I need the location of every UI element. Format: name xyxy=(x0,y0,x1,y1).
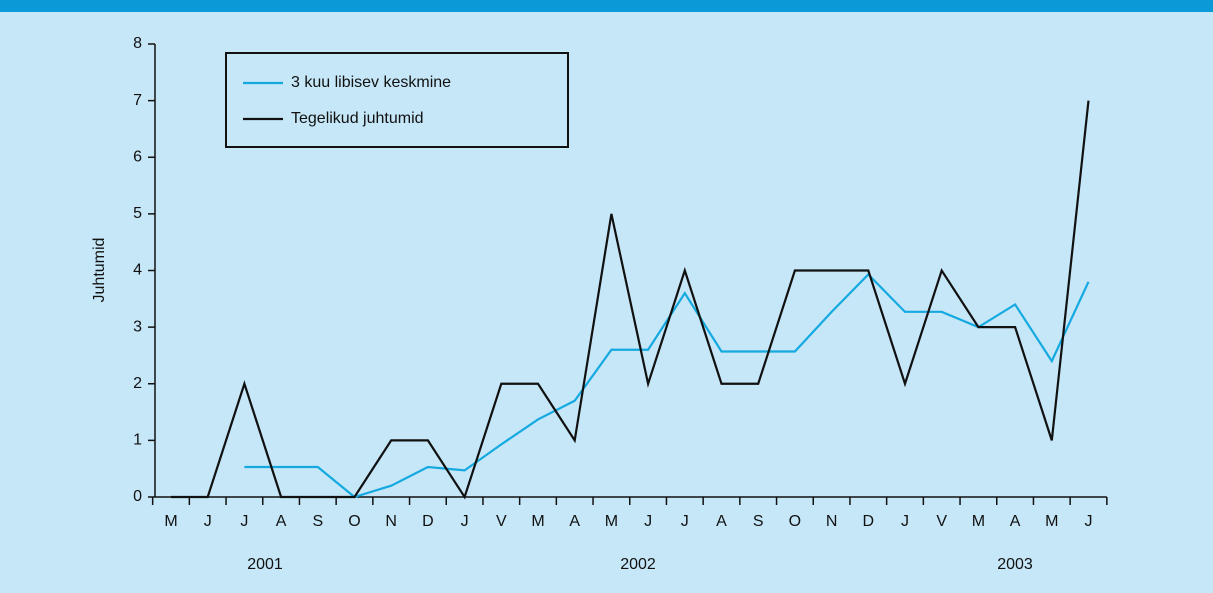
series-line xyxy=(244,272,1090,499)
x-tick-label: N xyxy=(385,513,397,530)
x-tick-label: A xyxy=(276,513,287,530)
x-tick-label: A xyxy=(716,513,727,530)
x-tick-label: J xyxy=(644,513,652,530)
x-tick-label: J xyxy=(240,513,248,530)
x-tick-label: V xyxy=(936,513,947,530)
x-tick-label: J xyxy=(204,513,212,530)
series-line xyxy=(171,100,1090,500)
x-tick-label: M xyxy=(605,513,618,530)
y-tick-label: 4 xyxy=(133,262,142,279)
x-tick-label: J xyxy=(901,513,909,530)
x-tick-label: M xyxy=(164,513,177,530)
year-label: 2003 xyxy=(997,556,1033,573)
x-tick-label: N xyxy=(826,513,838,530)
x-tick-label: O xyxy=(789,513,801,530)
x-tick-label: D xyxy=(422,513,434,530)
legend-label: Tegelikud juhtumid xyxy=(291,110,424,127)
y-tick-label: 7 xyxy=(133,92,142,109)
x-tick-label: A xyxy=(1010,513,1021,530)
year-label: 2002 xyxy=(620,556,656,573)
x-tick-label: M xyxy=(531,513,544,530)
y-tick-label: 0 xyxy=(133,488,142,505)
x-tick-label: S xyxy=(312,513,323,530)
x-tick-label: J xyxy=(681,513,689,530)
x-tick-label: J xyxy=(1085,513,1093,530)
x-tick-label: J xyxy=(461,513,469,530)
y-tick-label: 6 xyxy=(133,148,142,165)
x-tick-label: S xyxy=(753,513,764,530)
y-tick-label: 1 xyxy=(133,432,142,449)
legend-label: 3 kuu libisev keskmine xyxy=(291,74,451,91)
x-tick-label: M xyxy=(1045,513,1058,530)
y-tick-label: 8 xyxy=(133,35,142,52)
x-tick-label: A xyxy=(569,513,580,530)
x-tick-label: V xyxy=(496,513,507,530)
y-tick-label: 3 xyxy=(133,318,142,335)
x-tick-label: D xyxy=(863,513,875,530)
y-tick-label: 2 xyxy=(133,375,142,392)
year-label: 2001 xyxy=(247,556,283,573)
x-tick-label: M xyxy=(972,513,985,530)
x-tick-label: O xyxy=(348,513,360,530)
legend-box xyxy=(225,52,569,148)
y-tick-label: 5 xyxy=(133,205,142,222)
y-axis-label: Juhtumid xyxy=(91,238,108,303)
top-bar xyxy=(0,0,1213,12)
